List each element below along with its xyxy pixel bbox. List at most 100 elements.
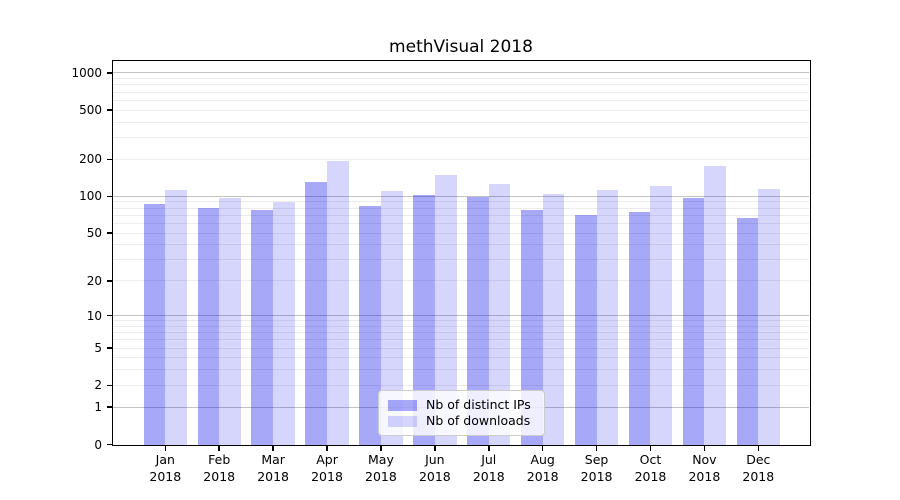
gridline-minor — [113, 91, 809, 93]
gridline-minor — [113, 232, 809, 234]
bar-aug-distinct-ips — [520, 210, 543, 445]
gridline-major — [113, 72, 809, 74]
bar-jun-downloads — [434, 175, 457, 445]
bar-may-downloads — [380, 191, 403, 445]
x-tick-mark — [488, 446, 490, 451]
gridline-minor — [113, 339, 809, 341]
gridline-minor — [113, 357, 809, 359]
x-tick-label: Mar 2018 — [257, 452, 290, 484]
bar-dec-distinct-ips — [736, 218, 759, 445]
y-tick-mark — [106, 158, 112, 161]
x-tick-label: Dec 2018 — [742, 452, 775, 484]
legend-swatch-downloads — [388, 415, 417, 427]
y-tick-label: 20 — [86, 273, 102, 288]
bar-nov-distinct-ips — [682, 197, 705, 445]
x-tick-mark — [434, 446, 436, 451]
y-tick-label: 5 — [94, 341, 102, 356]
gridline-minor — [113, 109, 809, 111]
legend-label-distinct-ips: Nb of distinct IPs — [426, 397, 531, 412]
y-tick-label: 50 — [86, 226, 102, 241]
y-tick-mark — [106, 72, 112, 74]
x-tick-mark — [703, 446, 706, 451]
y-tick-mark — [106, 406, 112, 408]
x-tick-label: Jan 2018 — [149, 452, 182, 484]
legend-item-distinct-ips: Nb of distinct IPs — [388, 398, 535, 412]
bar-sep-downloads — [596, 189, 619, 445]
bar-jun-distinct-ips — [413, 195, 435, 445]
y-tick-mark — [106, 314, 112, 317]
x-tick-mark — [595, 446, 598, 451]
y-tick-label: 200 — [79, 152, 102, 167]
y-tick-mark — [106, 109, 112, 111]
bar-sep-distinct-ips — [574, 215, 597, 445]
y-tick-mark — [106, 195, 112, 198]
bar-apr-distinct-ips — [305, 181, 328, 445]
x-tick-label: Sep 2018 — [580, 452, 613, 484]
x-tick-mark — [380, 446, 382, 451]
gridline-minor — [113, 347, 809, 349]
x-tick-label: Apr 2018 — [311, 452, 343, 484]
bar-dec-downloads — [758, 188, 780, 445]
x-tick-label: May 2018 — [365, 452, 397, 484]
bar-oct-downloads — [650, 185, 673, 445]
x-tick-label: Aug 2018 — [526, 452, 559, 484]
bar-apr-downloads — [327, 160, 349, 445]
legend-label-downloads: Nb of downloads — [426, 413, 531, 428]
gridline-minor — [113, 320, 809, 322]
gridline-minor — [113, 222, 809, 224]
x-tick-label: Jun 2018 — [418, 452, 451, 484]
y-tick-mark — [106, 232, 112, 234]
bar-jul-downloads — [488, 184, 511, 445]
gridline-major — [113, 195, 809, 197]
y-tick-label: 100 — [79, 189, 102, 204]
y-tick-label: 500 — [79, 103, 102, 118]
x-tick-label: Oct 2018 — [634, 452, 667, 484]
y-tick-mark — [106, 443, 112, 446]
gridline-minor — [113, 214, 809, 216]
bar-nov-downloads — [704, 165, 727, 445]
x-tick-mark — [649, 446, 652, 451]
gridline-minor — [113, 325, 809, 327]
gridline-minor — [113, 384, 809, 386]
y-tick-label: 2 — [94, 378, 102, 393]
bar-feb-downloads — [219, 197, 241, 445]
legend: Nb of distinct IPs Nb of downloads — [378, 390, 545, 436]
x-tick-mark — [272, 446, 274, 451]
bar-may-distinct-ips — [359, 206, 381, 445]
y-tick-label: 1 — [94, 400, 102, 415]
gridline-minor — [113, 332, 809, 334]
y-tick-label: 1000 — [71, 65, 102, 80]
x-tick-mark — [757, 446, 760, 451]
bar-oct-distinct-ips — [628, 212, 651, 445]
bar-mar-downloads — [273, 201, 295, 445]
x-tick-mark — [541, 446, 544, 451]
gridline-minor — [113, 280, 809, 282]
y-tick-mark — [106, 280, 112, 282]
y-tick-label: 0 — [94, 437, 102, 452]
x-tick-label: Nov 2018 — [688, 452, 721, 484]
gridline-minor — [113, 369, 809, 371]
gridline-minor — [113, 78, 809, 80]
legend-swatch-distinct-ips — [388, 399, 417, 411]
bar-mar-distinct-ips — [251, 210, 274, 445]
x-tick-mark — [218, 446, 220, 451]
gridline-minor — [113, 99, 809, 101]
legend-item-downloads: Nb of downloads — [388, 414, 535, 428]
bar-feb-distinct-ips — [197, 208, 220, 445]
x-tick-label: Feb 2018 — [203, 452, 236, 484]
gridline-minor — [113, 158, 809, 160]
bar-aug-downloads — [542, 193, 565, 445]
x-tick-mark — [164, 446, 167, 451]
gridline-minor — [113, 84, 809, 86]
x-tick-label: Jul 2018 — [472, 452, 505, 484]
bar-jul-distinct-ips — [467, 196, 489, 445]
gridline-minor — [113, 201, 809, 203]
gridline-minor — [113, 259, 809, 261]
y-tick-mark — [106, 347, 112, 349]
y-tick-mark — [106, 384, 112, 387]
x-tick-mark — [326, 446, 328, 451]
gridline-major — [113, 315, 809, 317]
chart-title: methVisual 2018 — [389, 37, 533, 57]
bar-jan-distinct-ips — [143, 203, 166, 445]
